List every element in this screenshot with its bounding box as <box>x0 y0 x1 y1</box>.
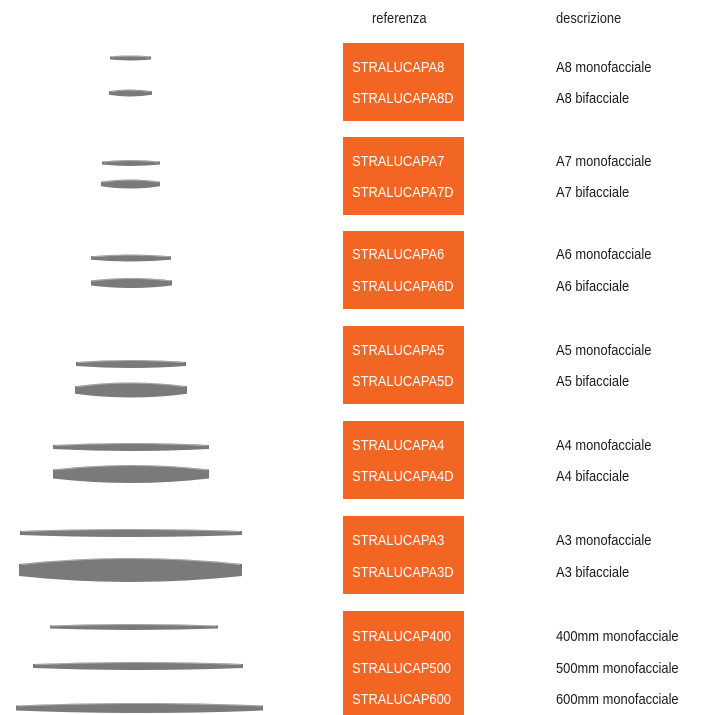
profile-section <box>53 443 209 451</box>
reference-group-a6 <box>343 231 464 309</box>
profile-highlight <box>77 360 185 363</box>
profile-section <box>50 624 218 630</box>
profile-section <box>20 529 242 537</box>
description-text: A5 monofacciale <box>556 342 652 359</box>
profile-highlight <box>20 558 241 565</box>
profile-section <box>33 662 243 670</box>
profile-section <box>19 558 242 582</box>
description-text: A3 bifacciale <box>556 564 630 581</box>
reference-code: STRALUCAPA5D <box>352 373 454 390</box>
reference-group-a4 <box>343 421 464 499</box>
description-column-header: descrizione <box>556 10 622 27</box>
profile-section <box>75 382 187 398</box>
reference-code: STRALUCAPA3 <box>352 532 445 549</box>
profile-highlight <box>21 529 241 532</box>
reference-code: STRALUCAPA7 <box>352 153 445 170</box>
reference-group-a8 <box>343 43 464 121</box>
description-text: 500mm monofacciale <box>556 660 679 677</box>
description-text: A4 bifacciale <box>556 468 630 485</box>
reference-code: STRALUCAPA4D <box>352 468 454 485</box>
profile-section <box>109 89 152 97</box>
reference-code: STRALUCAPA4 <box>352 437 445 454</box>
description-text: A6 monofacciale <box>556 246 652 263</box>
description-text: A8 monofacciale <box>556 59 652 76</box>
profile-highlight <box>92 278 171 282</box>
profile-section <box>16 703 263 713</box>
profile-highlight <box>34 662 242 665</box>
reference-code: STRALUCAPA6D <box>352 278 454 295</box>
reference-code: STRALUCAPA8D <box>352 90 454 107</box>
reference-group-a5 <box>343 326 464 404</box>
description-text: 600mm monofacciale <box>556 691 679 708</box>
profile-highlight <box>102 179 159 183</box>
profile-section <box>102 160 160 166</box>
profile-section <box>76 360 186 368</box>
profile-section <box>91 278 172 288</box>
profile-highlight <box>54 443 208 446</box>
profile-highlight <box>17 703 262 707</box>
reference-group-mm <box>343 611 464 715</box>
description-text: A8 bifacciale <box>556 90 630 107</box>
description-text: A6 bifacciale <box>556 278 630 295</box>
reference-code: STRALUCAPA5 <box>352 342 445 359</box>
reference-code: STRALUCAP400 <box>352 628 451 645</box>
description-text: A4 monofacciale <box>556 437 652 454</box>
profile-section <box>91 254 171 262</box>
profile-highlight <box>110 89 151 93</box>
description-text: A3 monofacciale <box>556 532 652 549</box>
reference-group-a3 <box>343 516 464 594</box>
description-text: A7 monofacciale <box>556 153 652 170</box>
profile-highlight <box>111 55 150 58</box>
profile-highlight <box>51 624 217 627</box>
reference-code: STRALUCAPA6 <box>352 246 445 263</box>
reference-code: STRALUCAP600 <box>352 691 451 708</box>
reference-group-a7 <box>343 137 464 215</box>
profile-highlight <box>92 254 170 258</box>
reference-code: STRALUCAPA8 <box>352 59 445 76</box>
profile-section <box>101 179 160 189</box>
description-text: A7 bifacciale <box>556 184 630 201</box>
reference-column-header: referenza <box>372 10 427 27</box>
profile-highlight <box>103 160 159 163</box>
reference-code: STRALUCAPA7D <box>352 184 454 201</box>
reference-code: STRALUCAPA3D <box>352 564 454 581</box>
description-text: 400mm monofacciale <box>556 628 679 645</box>
profile-highlight <box>76 382 186 388</box>
reference-code: STRALUCAP500 <box>352 660 451 677</box>
description-text: A5 bifacciale <box>556 373 630 390</box>
profile-section <box>53 465 209 483</box>
profile-highlight <box>54 465 208 471</box>
